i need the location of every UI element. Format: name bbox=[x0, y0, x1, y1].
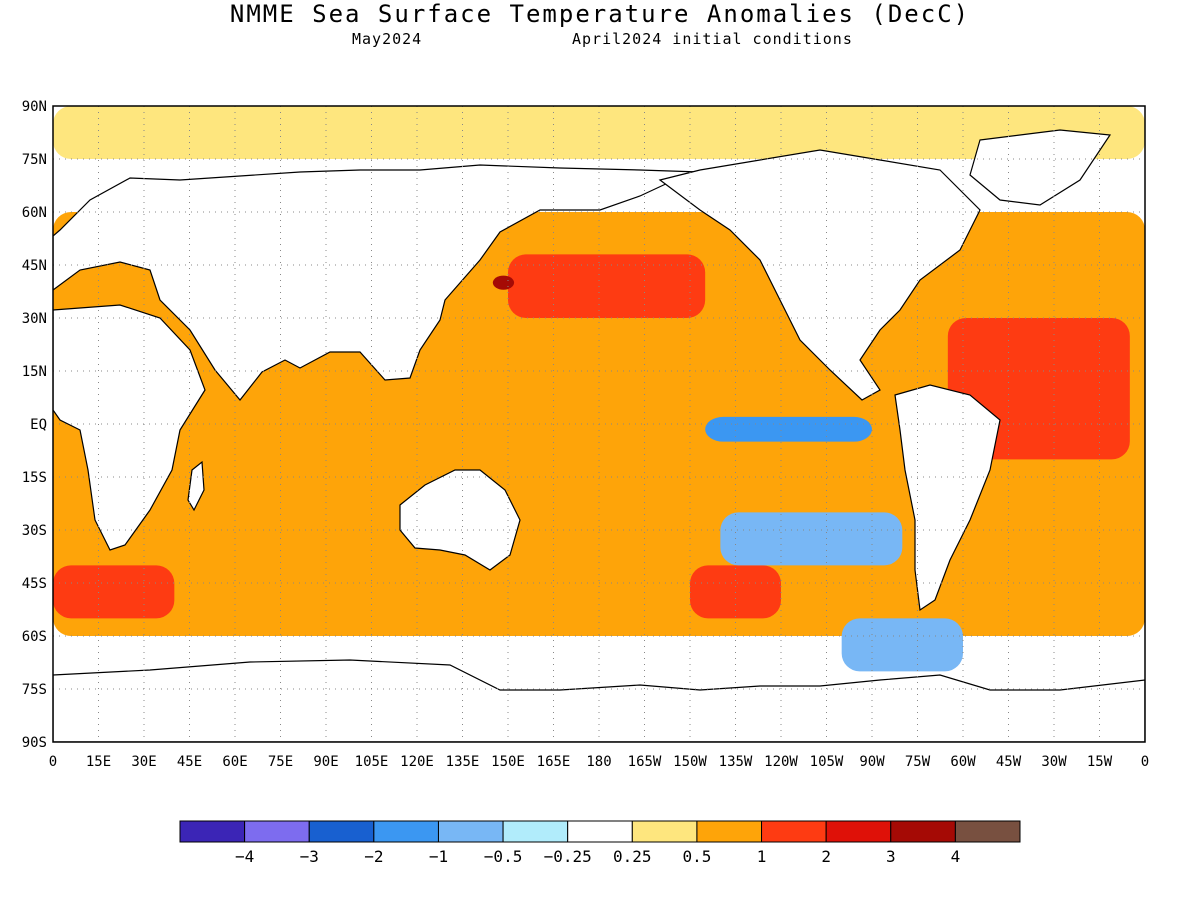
colorbar-label: 1 bbox=[757, 847, 767, 866]
anomaly-region-6 bbox=[705, 416, 872, 442]
lat-tick-label: 75S bbox=[22, 682, 47, 698]
colorbar-swatch bbox=[890, 820, 956, 843]
colorbar-swatch bbox=[761, 820, 827, 843]
lon-tick-label: 45W bbox=[996, 754, 1022, 770]
lon-tick-label: 135W bbox=[719, 754, 753, 770]
lon-tick-label: 0 bbox=[49, 754, 57, 770]
lat-tick-label: 45S bbox=[22, 576, 47, 592]
colorbar-label: −1 bbox=[429, 847, 448, 866]
lon-tick-label: 150W bbox=[673, 754, 707, 770]
lon-tick-label: 180 bbox=[586, 754, 611, 770]
grid-lines bbox=[53, 106, 1145, 742]
lon-tick-label: 105E bbox=[355, 754, 389, 770]
plot-frame bbox=[52, 105, 1146, 743]
lat-tick-label: 90N bbox=[22, 99, 47, 115]
lat-tick-label: 90S bbox=[22, 735, 47, 751]
lon-tick-label: 165E bbox=[537, 754, 571, 770]
lat-tick-label: 15S bbox=[22, 470, 47, 486]
lat-tick-labels: 90N 75N 60N 45N 30N 15N EQ 15S 30S 45S 60S 75S 90S bbox=[22, 99, 47, 751]
colorbar-label: 3 bbox=[886, 847, 896, 866]
colorbar-swatch bbox=[179, 820, 246, 843]
colorbar-label: 0.5 bbox=[682, 847, 711, 866]
colorbar-swatch bbox=[567, 820, 633, 843]
greenland-landmass bbox=[969, 129, 1112, 206]
lon-tick-label: 15E bbox=[86, 754, 111, 770]
colorbar-label: −2 bbox=[364, 847, 383, 866]
map-title: NMME Sea Surface Temperature Anomalies (… bbox=[229, 0, 971, 28]
lat-tick-label: 45N bbox=[22, 258, 47, 274]
colorbar-label: 0.25 bbox=[613, 847, 652, 866]
lat-tick-label: 60N bbox=[22, 205, 47, 221]
colorbar-swatch bbox=[825, 820, 892, 843]
australia-landmass bbox=[399, 469, 521, 571]
lon-tick-label: 15W bbox=[1087, 754, 1113, 770]
colorbar-label: 4 bbox=[951, 847, 961, 866]
colorbar: −4 −3 −2 −1 −0.5 −0.25 0.25 0.5 1 2 3 4 bbox=[179, 820, 1021, 866]
colorbar-swatch bbox=[696, 820, 763, 843]
lon-tick-label: 75W bbox=[905, 754, 931, 770]
lon-tick-label: 165W bbox=[628, 754, 662, 770]
anomaly-region-7 bbox=[720, 512, 903, 566]
anomaly-region-8 bbox=[841, 618, 963, 672]
lon-tick-label: 120W bbox=[764, 754, 798, 770]
colorbar-label: −3 bbox=[300, 847, 319, 866]
anomaly-region-5 bbox=[690, 565, 781, 619]
colorbar-label: −0.5 bbox=[484, 847, 523, 866]
lat-tick-label: 15N bbox=[22, 364, 47, 380]
colorbar-swatch bbox=[502, 820, 569, 843]
lon-tick-label: 0 bbox=[1141, 754, 1149, 770]
lat-tick-label: 60S bbox=[22, 629, 47, 645]
eurasia-landmass bbox=[53, 164, 701, 401]
lon-tick-label: 45E bbox=[177, 754, 202, 770]
colorbar-label: −0.25 bbox=[544, 847, 592, 866]
colorbar-swatch bbox=[244, 820, 310, 843]
lon-tick-label: 60W bbox=[950, 754, 976, 770]
anomaly-region-2 bbox=[508, 254, 706, 318]
lon-tick-label: 105W bbox=[810, 754, 844, 770]
lon-tick-label: 75E bbox=[268, 754, 293, 770]
lon-tick-label: 135E bbox=[446, 754, 480, 770]
lon-tick-label: 30W bbox=[1041, 754, 1067, 770]
madagascar bbox=[187, 460, 205, 512]
lat-tick-label: 30N bbox=[22, 311, 47, 327]
colorbar-swatch bbox=[308, 820, 375, 843]
initial-conditions: April2024 initial conditions bbox=[572, 30, 853, 48]
forecast-month: May2024 bbox=[352, 30, 423, 48]
lon-tick-label: 120E bbox=[400, 754, 434, 770]
lon-tick-label: 30E bbox=[131, 754, 156, 770]
south-america-landmass bbox=[894, 384, 1001, 612]
lon-tick-labels: 0 15E 30E 45E 60E 75E 90E 105E 120E 135E 150E 165E 1… bbox=[49, 754, 1149, 770]
anomaly-region-9 bbox=[492, 275, 515, 290]
lat-tick-label: EQ bbox=[30, 417, 47, 433]
colorbar-swatch bbox=[437, 820, 504, 843]
lat-tick-label: 75N bbox=[22, 152, 47, 168]
antarctica-landmass bbox=[53, 659, 1145, 742]
lon-tick-label: 90W bbox=[859, 754, 885, 770]
colorbar-swatch bbox=[631, 820, 698, 843]
lat-tick-label: 30S bbox=[22, 523, 47, 539]
colorbar-label: −4 bbox=[235, 847, 254, 866]
colorbar-swatch bbox=[373, 820, 439, 843]
lon-tick-label: 60E bbox=[222, 754, 247, 770]
anomaly-region-4 bbox=[53, 565, 175, 619]
lon-tick-label: 150E bbox=[491, 754, 525, 770]
colorbar-swatch bbox=[954, 820, 1021, 843]
africa-landmass bbox=[53, 304, 206, 551]
colorbar-label: 2 bbox=[821, 847, 831, 866]
anomaly-region-1 bbox=[53, 106, 1145, 159]
lon-tick-label: 90E bbox=[313, 754, 338, 770]
